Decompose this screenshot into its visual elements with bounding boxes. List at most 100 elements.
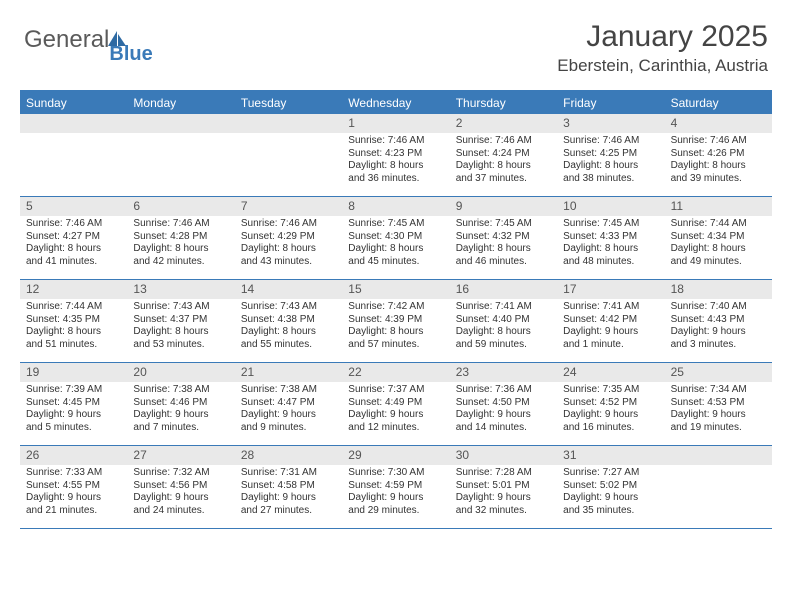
day-sr: Sunrise: 7:34 AM (671, 384, 766, 397)
day-number: 18 (665, 280, 772, 299)
day-sr: Sunrise: 7:46 AM (133, 218, 228, 231)
day-sr: Sunrise: 7:45 AM (348, 218, 443, 231)
day-dl1: Daylight: 8 hours (563, 160, 658, 173)
brand-part2: Blue (109, 43, 152, 66)
day-cell: 3Sunrise: 7:46 AMSunset: 4:25 PMDaylight… (557, 114, 664, 196)
day-number: 11 (665, 197, 772, 216)
day-ss: Sunset: 5:02 PM (563, 480, 658, 493)
day-sr: Sunrise: 7:44 AM (26, 301, 121, 314)
day-dl2: and 21 minutes. (26, 505, 121, 518)
day-ss: Sunset: 4:26 PM (671, 148, 766, 161)
day-cell: 10Sunrise: 7:45 AMSunset: 4:33 PMDayligh… (557, 197, 664, 279)
day-sr: Sunrise: 7:43 AM (133, 301, 228, 314)
day-info: Sunrise: 7:45 AMSunset: 4:30 PMDaylight:… (342, 218, 449, 272)
day-number (20, 114, 127, 133)
week-row: 1Sunrise: 7:46 AMSunset: 4:23 PMDaylight… (20, 114, 772, 197)
day-cell: 29Sunrise: 7:30 AMSunset: 4:59 PMDayligh… (342, 446, 449, 528)
day-dl1: Daylight: 8 hours (456, 160, 551, 173)
day-sr: Sunrise: 7:46 AM (456, 135, 551, 148)
day-dl2: and 49 minutes. (671, 256, 766, 269)
day-dl1: Daylight: 8 hours (563, 243, 658, 256)
day-sr: Sunrise: 7:38 AM (133, 384, 228, 397)
day-ss: Sunset: 4:39 PM (348, 314, 443, 327)
day-cell: 11Sunrise: 7:44 AMSunset: 4:34 PMDayligh… (665, 197, 772, 279)
day-dl2: and 36 minutes. (348, 173, 443, 186)
week-row: 26Sunrise: 7:33 AMSunset: 4:55 PMDayligh… (20, 446, 772, 529)
day-dl2: and 46 minutes. (456, 256, 551, 269)
day-ss: Sunset: 4:43 PM (671, 314, 766, 327)
day-dl2: and 1 minute. (563, 339, 658, 352)
day-number: 16 (450, 280, 557, 299)
day-number: 6 (127, 197, 234, 216)
day-cell: 27Sunrise: 7:32 AMSunset: 4:56 PMDayligh… (127, 446, 234, 528)
day-cell: 2Sunrise: 7:46 AMSunset: 4:24 PMDaylight… (450, 114, 557, 196)
day-info: Sunrise: 7:41 AMSunset: 4:42 PMDaylight:… (557, 301, 664, 355)
day-number: 29 (342, 446, 449, 465)
day-info: Sunrise: 7:34 AMSunset: 4:53 PMDaylight:… (665, 384, 772, 438)
day-dl1: Daylight: 8 hours (456, 326, 551, 339)
day-info: Sunrise: 7:46 AMSunset: 4:28 PMDaylight:… (127, 218, 234, 272)
brand-logo: General Blue (24, 20, 175, 54)
day-dl1: Daylight: 8 hours (133, 243, 228, 256)
day-number: 25 (665, 363, 772, 382)
day-info: Sunrise: 7:31 AMSunset: 4:58 PMDaylight:… (235, 467, 342, 521)
day-ss: Sunset: 4:55 PM (26, 480, 121, 493)
day-ss: Sunset: 4:49 PM (348, 397, 443, 410)
day-dl1: Daylight: 8 hours (671, 160, 766, 173)
day-dl2: and 48 minutes. (563, 256, 658, 269)
day-ss: Sunset: 4:38 PM (241, 314, 336, 327)
day-sr: Sunrise: 7:35 AM (563, 384, 658, 397)
day-info: Sunrise: 7:39 AMSunset: 4:45 PMDaylight:… (20, 384, 127, 438)
day-dl1: Daylight: 8 hours (241, 326, 336, 339)
day-dl1: Daylight: 8 hours (671, 243, 766, 256)
week-row: 19 Sunrise: 7:39 AMSunset: 4:45 PMDayligh… (20, 363, 772, 446)
day-number: 30 (450, 446, 557, 465)
day-info: Sunrise: 7:44 AMSunset: 4:35 PMDaylight:… (20, 301, 127, 355)
day-cell: 17Sunrise: 7:41 AMSunset: 4:42 PMDayligh… (557, 280, 664, 362)
day-ss: Sunset: 4:46 PM (133, 397, 228, 410)
day-sr: Sunrise: 7:45 AM (456, 218, 551, 231)
day-sr: Sunrise: 7:42 AM (348, 301, 443, 314)
day-number: 8 (342, 197, 449, 216)
day-dl2: and 57 minutes. (348, 339, 443, 352)
day-sr: Sunrise: 7:45 AM (563, 218, 658, 231)
day-cell: 20Sunrise: 7:38 AMSunset: 4:46 PMDayligh… (127, 363, 234, 445)
day-number: 19 (20, 363, 127, 382)
day-info: Sunrise: 7:33 AMSunset: 4:55 PMDaylight:… (20, 467, 127, 521)
day-header-row: Sunday Monday Tuesday Wednesday Thursday… (20, 92, 772, 114)
day-dl2: and 39 minutes. (671, 173, 766, 186)
day-dl2: and 42 minutes. (133, 256, 228, 269)
day-cell: 13Sunrise: 7:43 AMSunset: 4:37 PMDayligh… (127, 280, 234, 362)
day-info: Sunrise: 7:40 AMSunset: 4:43 PMDaylight:… (665, 301, 772, 355)
day-sr: Sunrise: 7:43 AM (241, 301, 336, 314)
dayhead-sun: Sunday (20, 92, 127, 114)
day-dl1: Daylight: 8 hours (26, 243, 121, 256)
day-dl2: and 9 minutes. (241, 422, 336, 435)
day-dl1: Daylight: 9 hours (563, 409, 658, 422)
day-number: 1 (342, 114, 449, 133)
day-cell: 28Sunrise: 7:31 AMSunset: 4:58 PMDayligh… (235, 446, 342, 528)
day-cell: 5 Sunrise: 7:46 AMSunset: 4:27 PMDaylight… (20, 197, 127, 279)
day-ss: Sunset: 4:28 PM (133, 231, 228, 244)
day-number: 27 (127, 446, 234, 465)
day-ss: Sunset: 4:37 PM (133, 314, 228, 327)
day-dl1: Daylight: 9 hours (133, 492, 228, 505)
day-number: 4 (665, 114, 772, 133)
day-sr: Sunrise: 7:39 AM (26, 384, 121, 397)
day-dl2: and 59 minutes. (456, 339, 551, 352)
day-number: 20 (127, 363, 234, 382)
day-cell: 31Sunrise: 7:27 AMSunset: 5:02 PMDayligh… (557, 446, 664, 528)
day-number: 14 (235, 280, 342, 299)
day-cell (20, 114, 127, 196)
day-cell (127, 114, 234, 196)
month-title: January 2025 (557, 20, 768, 54)
day-dl2: and 24 minutes. (133, 505, 228, 518)
day-number: 5 (20, 197, 127, 216)
day-number: 23 (450, 363, 557, 382)
day-dl1: Daylight: 8 hours (348, 160, 443, 173)
day-ss: Sunset: 4:50 PM (456, 397, 551, 410)
day-number (127, 114, 234, 133)
day-number (235, 114, 342, 133)
day-dl1: Daylight: 9 hours (671, 409, 766, 422)
day-info: Sunrise: 7:46 AMSunset: 4:27 PMDaylight:… (20, 218, 127, 272)
